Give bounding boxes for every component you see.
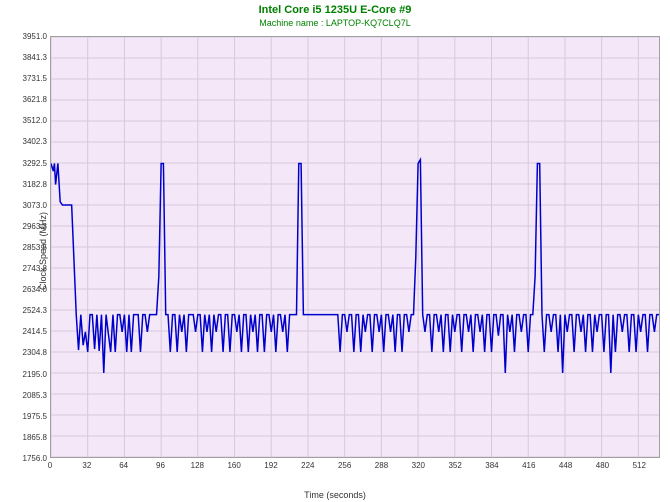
y-tick-label: 3951.0 — [23, 32, 47, 41]
x-tick-label: 320 — [412, 461, 425, 470]
x-tick-label: 448 — [559, 461, 572, 470]
x-axis-label: Time (seconds) — [304, 490, 366, 500]
x-tick-label: 512 — [633, 461, 646, 470]
y-tick-label: 1975.5 — [23, 412, 47, 421]
y-tick-label: 3402.3 — [23, 137, 47, 146]
y-tick-label: 3731.5 — [23, 74, 47, 83]
x-tick-label: 192 — [264, 461, 277, 470]
y-tick-label: 2085.3 — [23, 391, 47, 400]
y-tick-label: 1756.0 — [23, 454, 47, 463]
y-tick-label: 2304.8 — [23, 348, 47, 357]
y-tick-label: 3292.5 — [23, 159, 47, 168]
x-tick-label: 256 — [338, 461, 351, 470]
x-tick-label: 224 — [301, 461, 314, 470]
y-tick-label: 2524.3 — [23, 306, 47, 315]
y-tick-label: 2743.8 — [23, 264, 47, 273]
line-chart-svg — [51, 37, 659, 457]
y-tick-label: 3841.3 — [23, 53, 47, 62]
y-tick-label: 2414.5 — [23, 327, 47, 336]
y-tick-label: 2195.0 — [23, 370, 47, 379]
chart-title: Intel Core i5 1235U E-Core #9 — [0, 0, 670, 16]
chart-subtitle: Machine name : LAPTOP-KQ7CLQ7L — [0, 16, 670, 28]
y-tick-label: 2853.5 — [23, 243, 47, 252]
x-tick-label: 96 — [156, 461, 165, 470]
y-tick-label: 2634.0 — [23, 285, 47, 294]
x-tick-label: 128 — [191, 461, 204, 470]
chart-container: Intel Core i5 1235U E-Core #9 Machine na… — [0, 0, 670, 502]
x-tick-label: 416 — [522, 461, 535, 470]
x-tick-label: 480 — [596, 461, 609, 470]
x-tick-label: 384 — [485, 461, 498, 470]
y-tick-label: 1865.8 — [23, 433, 47, 442]
x-tick-label: 64 — [119, 461, 128, 470]
y-tick-label: 3182.8 — [23, 180, 47, 189]
y-tick-label: 2963.3 — [23, 222, 47, 231]
x-tick-label: 288 — [375, 461, 388, 470]
y-tick-label: 3621.8 — [23, 95, 47, 104]
x-tick-label: 160 — [227, 461, 240, 470]
x-tick-label: 0 — [48, 461, 52, 470]
plot-area — [50, 36, 660, 458]
x-tick-label: 352 — [448, 461, 461, 470]
y-tick-label: 3512.0 — [23, 116, 47, 125]
x-tick-label: 32 — [82, 461, 91, 470]
y-tick-label: 3073.0 — [23, 201, 47, 210]
